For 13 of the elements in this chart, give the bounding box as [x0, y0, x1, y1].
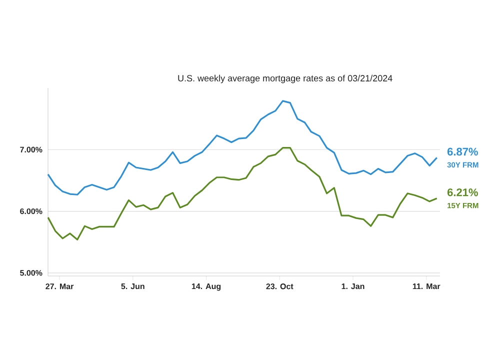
y-tick-label: 6.00%: [20, 208, 42, 214]
y-tick-label: 7.00%: [20, 146, 42, 152]
y-tick-label: 5.00%: [20, 270, 42, 276]
data-label: 6.87%: [447, 148, 478, 156]
data-label: 6.21%: [447, 188, 478, 196]
x-tick-label: 5. Jun: [121, 284, 144, 290]
x-tick-label: 11. Mar: [412, 284, 440, 290]
chart-subtitle: U.S. weekly average mortgage rates as of 03/21/2024: [178, 74, 392, 84]
x-tick-label: 27. Mar: [46, 284, 74, 290]
x-tick-label: 23. Oct: [266, 284, 294, 290]
x-tick-label: 14. Aug: [192, 284, 221, 291]
x-tick-label: 1. Jan: [342, 284, 364, 290]
line-series: [47, 100, 438, 196]
